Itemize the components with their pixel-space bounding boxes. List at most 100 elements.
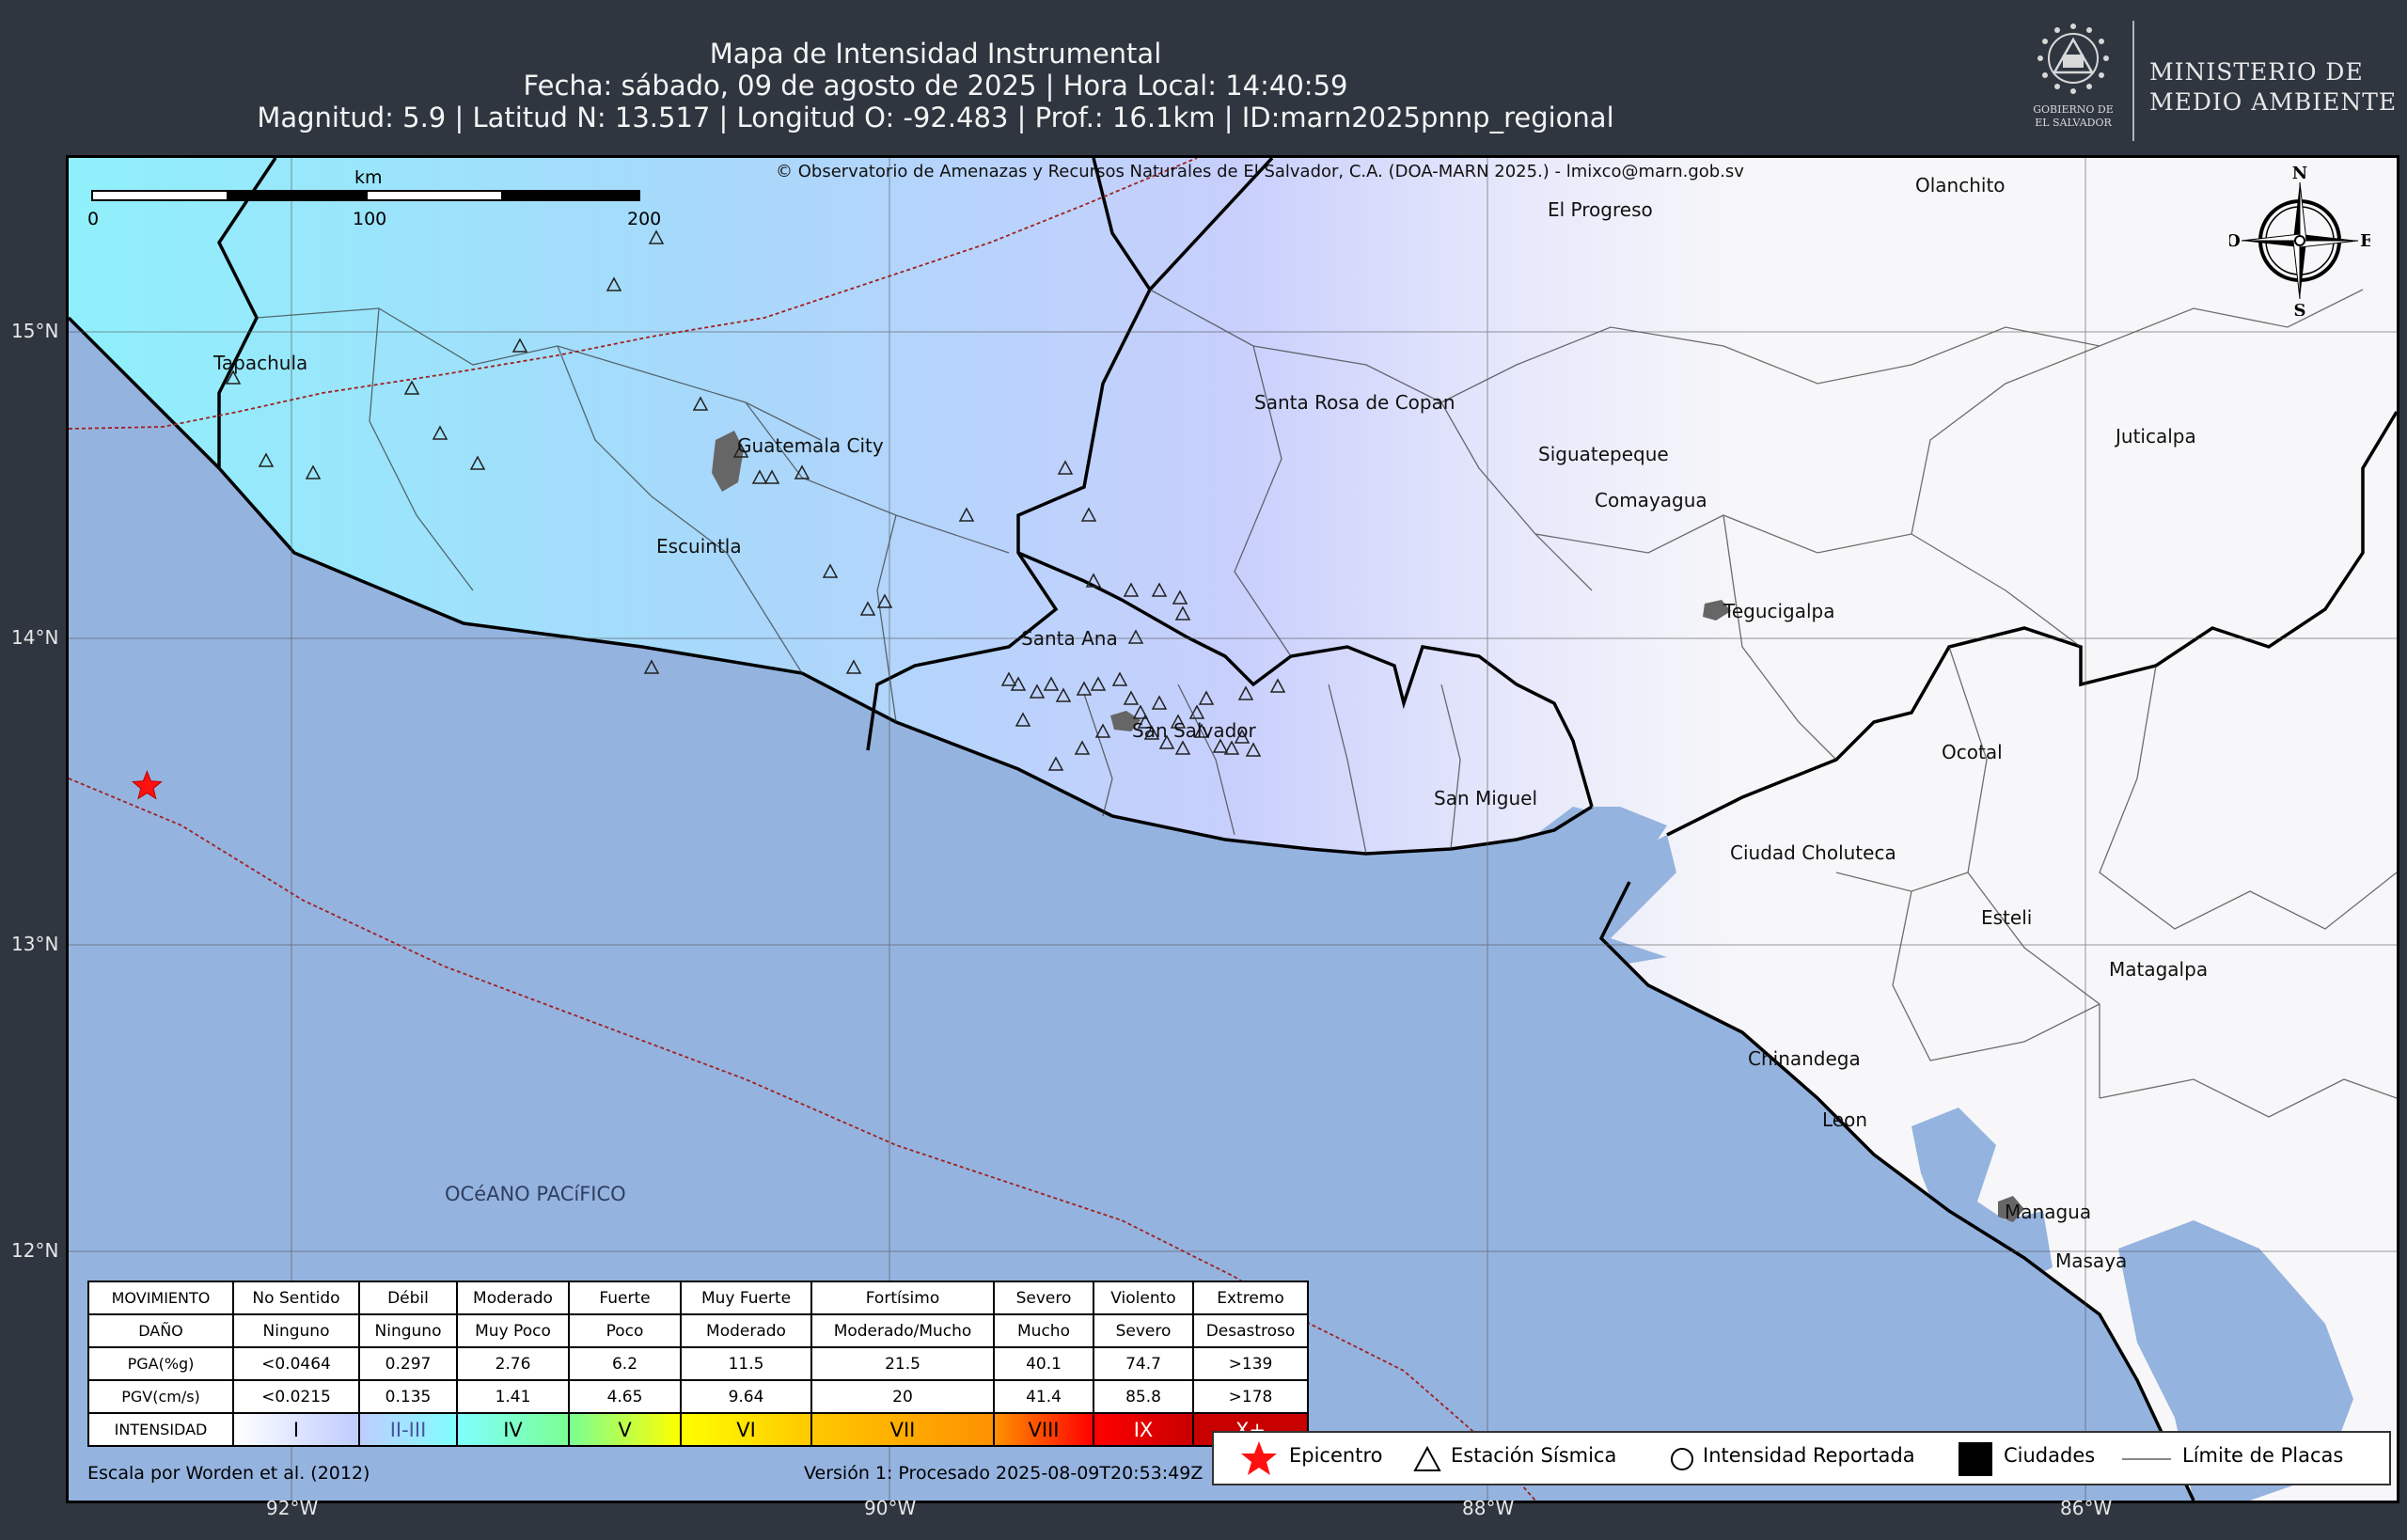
footer-version: Versión 1: Procesado 2025-08-09T20:53:49… xyxy=(804,1463,1204,1484)
symbol-legend: Epicentro Estación Sísmica Intensidad Re… xyxy=(1212,1431,2391,1485)
legend-cell: 2.76 xyxy=(456,1346,570,1381)
legend-row-label: MOVIMIENTO xyxy=(87,1281,234,1315)
station-marker xyxy=(794,464,810,479)
reported-circle-icon xyxy=(1671,1448,1693,1470)
station-marker xyxy=(469,455,486,470)
station-marker xyxy=(403,380,420,395)
legend-cities: Ciudades xyxy=(2004,1444,2096,1467)
epicenter-star-icon xyxy=(1241,1441,1277,1475)
legend-reported: Intensidad Reportada xyxy=(1703,1444,1915,1467)
legend-cell: 41.4 xyxy=(993,1379,1094,1414)
city-label: Esteli xyxy=(1981,906,2033,929)
ministry-logo: GOBIERNO DE EL SALVADOR MINISTERIO DE ME… xyxy=(2022,21,2398,143)
intensity-map[interactable]: © Observatorio de Amenazas y Recursos Na… xyxy=(66,155,2399,1503)
map-title: Mapa de Intensidad Instrumental xyxy=(709,38,1162,70)
legend-cell: Violento xyxy=(1093,1281,1194,1315)
city-label: Masaya xyxy=(2055,1249,2128,1272)
station-marker xyxy=(1057,460,1074,475)
coastline xyxy=(69,316,1593,856)
city-label: Guatemala City xyxy=(737,434,884,457)
station-marker xyxy=(643,659,660,674)
intensity-swatch: VI xyxy=(680,1412,812,1447)
station-marker xyxy=(1234,729,1251,744)
intensity-swatch: IX xyxy=(1093,1412,1194,1447)
logo-divider xyxy=(2132,21,2134,141)
station-marker xyxy=(1000,671,1017,686)
station-marker xyxy=(1043,676,1060,691)
station-marker xyxy=(1090,676,1107,691)
station-marker xyxy=(1193,723,1210,738)
legend-cell: >178 xyxy=(1192,1379,1309,1414)
legend-cell: Fuerte xyxy=(568,1281,682,1315)
intensity-swatch: VIII xyxy=(993,1412,1094,1447)
plate-boundaries xyxy=(69,158,1536,1501)
station-marker xyxy=(1237,685,1254,700)
city-label: Santa Ana xyxy=(1021,627,1118,650)
legend-cell: 40.1 xyxy=(993,1346,1094,1381)
legend-cell: >139 xyxy=(1192,1346,1309,1381)
station-marker xyxy=(763,469,780,484)
station-marker xyxy=(1132,704,1149,719)
lon-tick-90: 90°W xyxy=(864,1497,917,1519)
station-marker xyxy=(1029,684,1046,699)
station-marker xyxy=(1055,687,1072,702)
station-marker xyxy=(1076,681,1093,696)
lat-tick-13: 13°N xyxy=(11,933,59,955)
admin-boundaries xyxy=(256,289,2397,1118)
ministry-name-line1: MINISTERIO DE xyxy=(2149,58,2364,86)
legend-cell: 6.2 xyxy=(568,1346,682,1381)
station-marker xyxy=(1223,740,1240,755)
plate-line-icon xyxy=(2122,1458,2171,1460)
intensity-swatch: I xyxy=(232,1412,360,1447)
station-marker xyxy=(606,276,622,291)
lat-tick-14: 14°N xyxy=(11,626,59,649)
scale-tick-100: 100 xyxy=(353,209,387,229)
station-marker xyxy=(432,425,448,440)
legend-cell: 0.297 xyxy=(358,1346,458,1381)
station-marker xyxy=(1170,714,1187,729)
svg-text:EL SALVADOR: EL SALVADOR xyxy=(2035,117,2112,129)
lake-nicaragua xyxy=(2118,1220,2353,1501)
ocean-label: OCéANO PACíFICO xyxy=(445,1183,626,1205)
svg-text:N: N xyxy=(2292,165,2307,183)
station-marker xyxy=(751,469,768,484)
legend-epicenter: Epicentro xyxy=(1289,1444,1383,1467)
city-label: Ocotal xyxy=(1942,741,2003,763)
legend-cell: Extremo xyxy=(1192,1281,1309,1315)
legend-row-label: DAÑO xyxy=(87,1313,234,1348)
station-marker xyxy=(958,507,975,522)
station-marker xyxy=(1111,671,1128,686)
legend-cell: Poco xyxy=(568,1313,682,1348)
lon-tick-88: 88°W xyxy=(1462,1497,1515,1519)
station-marker xyxy=(511,338,528,353)
city-label: San Salvador xyxy=(1132,719,1256,742)
legend-cell: Débil xyxy=(358,1281,458,1315)
seismic-stations xyxy=(225,229,1286,771)
station-marker xyxy=(305,464,322,479)
legend-cell: <0.0215 xyxy=(232,1379,360,1414)
city-label: Siguatepeque xyxy=(1538,443,1669,465)
scale-tick-0: 0 xyxy=(87,209,100,229)
city-label: Olanchito xyxy=(1915,174,2006,196)
intensity-swatch: IV xyxy=(456,1412,570,1447)
station-marker xyxy=(1188,704,1205,719)
legend-cell: Ninguno xyxy=(358,1313,458,1348)
city-label: El Progreso xyxy=(1548,198,1653,221)
station-marker xyxy=(1151,582,1168,597)
station-marker xyxy=(1269,678,1286,693)
lon-tick-86: 86°W xyxy=(2060,1497,2113,1519)
footer-scale-credit: Escala por Worden et al. (2012) xyxy=(87,1463,370,1484)
legend-cell: 85.8 xyxy=(1093,1379,1194,1414)
station-marker xyxy=(1151,695,1168,710)
legend-row: PGA(%g) <0.0464 0.297 2.76 6.2 11.5 21.5 40.1 74… xyxy=(87,1346,1309,1381)
lat-tick-12: 12°N xyxy=(11,1239,59,1262)
legend-cell: Fortísimo xyxy=(810,1281,995,1315)
scale-bar: km 0 100 200 xyxy=(87,167,674,243)
lat-tick-15: 15°N xyxy=(11,320,59,342)
legend-cell: Severo xyxy=(1093,1313,1194,1348)
legend-cell: No Sentido xyxy=(232,1281,360,1315)
legend-cell: Moderado xyxy=(680,1313,812,1348)
intensity-swatch: V xyxy=(568,1412,682,1447)
header: Mapa de Intensidad Instrumental Fecha: s… xyxy=(0,0,2407,158)
station-marker xyxy=(1074,740,1091,755)
